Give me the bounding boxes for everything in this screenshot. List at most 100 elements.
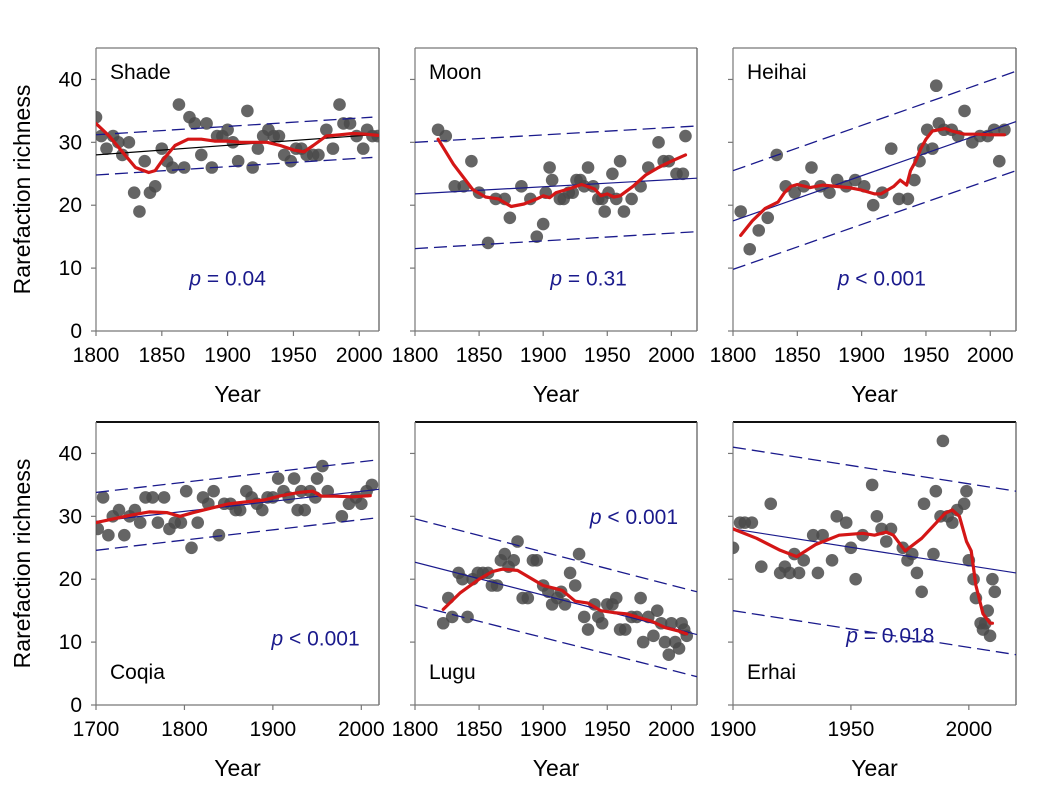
data-point xyxy=(155,142,169,155)
y-tick-label: 20 xyxy=(59,194,82,217)
data-point xyxy=(870,510,884,523)
data-point xyxy=(805,161,818,174)
data-point xyxy=(676,167,690,181)
data-point xyxy=(783,566,796,580)
data-point xyxy=(960,484,973,498)
data-point xyxy=(618,623,632,636)
data-point xyxy=(536,217,550,231)
p-value-annotation: p = 0.31 xyxy=(549,268,627,291)
x-tick-label: 1850 xyxy=(456,344,503,367)
p-value-text: < 0.001 xyxy=(849,268,925,291)
data-point xyxy=(326,142,340,155)
data-point xyxy=(96,522,105,536)
data-point xyxy=(112,503,126,517)
p-symbol: p xyxy=(845,625,858,648)
panel-erhai: 1900 1950 2000 Year Erhai p = 0.018 xyxy=(710,421,1017,781)
data-point xyxy=(298,503,312,517)
x-tick-label: 1800 xyxy=(392,718,439,741)
panel-shade: 0 10 20 30 40 1800 1850 1900 1950 2000 Year Rarefac… xyxy=(9,47,383,407)
y-tick-label: 20 xyxy=(59,568,82,591)
data-point xyxy=(577,610,591,624)
data-point xyxy=(581,623,595,636)
data-point xyxy=(185,541,198,555)
data-point xyxy=(507,554,520,567)
data-point xyxy=(679,129,692,143)
y-tick-label: 10 xyxy=(59,631,82,654)
x-tick-label: 1850 xyxy=(138,344,185,367)
data-point xyxy=(172,98,186,111)
data-point xyxy=(96,491,110,504)
data-point xyxy=(946,516,959,529)
data-point xyxy=(613,154,627,168)
x-tick-label: 2000 xyxy=(338,718,385,741)
smooth-curve xyxy=(733,508,994,625)
data-point xyxy=(908,173,921,187)
data-point xyxy=(901,192,915,206)
data-point xyxy=(255,503,269,517)
p-symbol: p xyxy=(270,628,283,651)
data-point xyxy=(133,516,147,529)
x-tick-label: 1950 xyxy=(828,718,875,741)
data-point xyxy=(271,472,285,485)
panel-name-label: Coqia xyxy=(110,661,165,684)
x-tick-label: 1950 xyxy=(903,344,950,367)
data-point xyxy=(312,148,325,162)
y-tick-label: 30 xyxy=(59,131,82,154)
data-point xyxy=(356,142,370,155)
data-point xyxy=(272,129,286,143)
data-point xyxy=(958,104,971,118)
panel-name-label: Erhai xyxy=(747,661,796,684)
data-point xyxy=(490,579,504,592)
data-point xyxy=(752,224,766,237)
x-axis-title: Year xyxy=(533,381,580,407)
data-point xyxy=(333,98,346,111)
x-axis-title: Year xyxy=(214,755,261,781)
p-value-annotation: p = 0.04 xyxy=(188,268,266,291)
data-point xyxy=(179,484,193,498)
data-point xyxy=(609,591,623,605)
ci-lower-line xyxy=(96,516,379,551)
x-tick-label: 1900 xyxy=(838,344,885,367)
data-point xyxy=(545,173,559,187)
data-point xyxy=(830,510,844,523)
data-point xyxy=(617,205,631,218)
data-point xyxy=(917,497,931,511)
data-point xyxy=(343,117,357,130)
data-point xyxy=(792,566,806,580)
x-axis-title: Year xyxy=(851,755,898,781)
data-point xyxy=(811,566,825,580)
p-symbol: p xyxy=(589,506,602,529)
data-point xyxy=(595,616,609,630)
smooth-curve xyxy=(436,137,688,209)
data-point xyxy=(498,547,512,561)
p-value-annotation: p = 0.018 xyxy=(845,625,934,648)
data-point xyxy=(733,541,740,555)
data-point xyxy=(927,547,940,561)
data-point xyxy=(665,616,678,630)
ci-upper-line xyxy=(96,116,373,136)
p-value-text: = 0.31 xyxy=(562,268,627,291)
ci-lower-line xyxy=(96,156,373,176)
p-symbol: p xyxy=(549,268,562,291)
data-point xyxy=(251,142,265,155)
data-point xyxy=(866,198,880,212)
data-point xyxy=(246,161,259,174)
data-point xyxy=(530,554,544,567)
x-tick-label: 1800 xyxy=(73,344,120,367)
ci-lower-line xyxy=(415,604,697,678)
data-point xyxy=(650,604,664,617)
ci-upper-line xyxy=(415,518,697,593)
data-point xyxy=(335,510,349,523)
p-value-text: = 0.04 xyxy=(201,268,266,291)
data-point xyxy=(284,154,298,168)
panel-lugu: 1800 1850 1900 1950 2000 Year Lugu p < 0.001 xyxy=(392,421,698,781)
p-value-text: = 0.018 xyxy=(858,625,934,648)
data-point xyxy=(146,491,159,504)
data-point xyxy=(515,180,528,193)
x-tick-label: 2000 xyxy=(945,718,992,741)
data-point xyxy=(231,154,245,168)
data-point xyxy=(892,192,906,206)
data-point xyxy=(148,180,162,193)
ci-lower-line xyxy=(733,170,1016,270)
